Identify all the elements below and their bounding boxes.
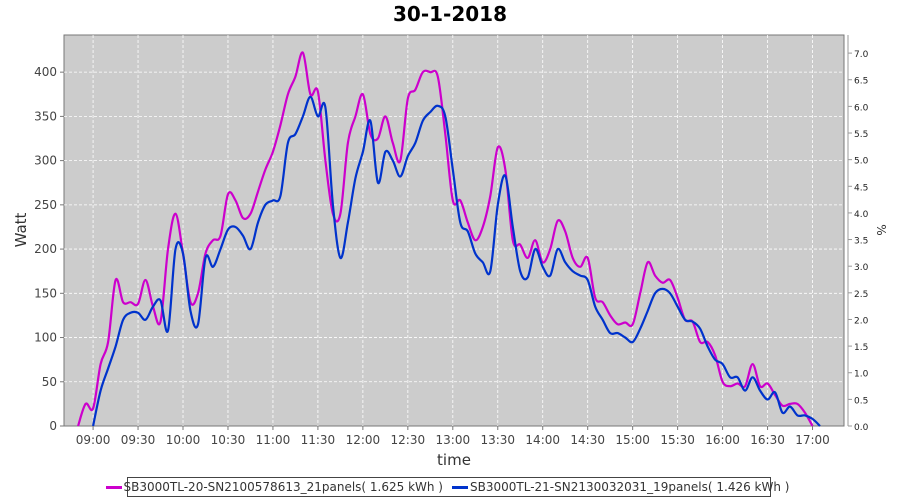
y-tick-label: 200 xyxy=(34,242,57,256)
x-tick-label: 15:30 xyxy=(660,433,695,447)
y-tick-label: 150 xyxy=(34,286,57,300)
legend-swatch xyxy=(105,486,122,489)
y-tick-label: 350 xyxy=(34,109,57,123)
y-tick-label: 0 xyxy=(49,419,57,433)
legend-item-1: SB3000TL-20-SN2100578613_21panels( 1.625… xyxy=(103,480,443,494)
x-tick-label: 09:00 xyxy=(76,433,111,447)
x-tick-label: 11:00 xyxy=(256,433,291,447)
y-axis-label: Watt xyxy=(12,212,30,247)
y2-tick-label: 1.5 xyxy=(854,343,868,353)
series-line-2 xyxy=(92,95,821,427)
y2-tick-label: 5.5 xyxy=(854,130,868,140)
y-tick-label: 250 xyxy=(34,198,57,212)
chart: 30-1-2018 09:00 09:30 10:00 10:30 11:00 11:30… xyxy=(12,2,888,469)
chart-title: 30-1-2018 xyxy=(393,2,507,26)
grid xyxy=(64,35,844,426)
x-tick-label: 12:30 xyxy=(391,433,426,447)
y2-tick-label: 6.5 xyxy=(854,77,868,87)
y2-tick-label: 3.5 xyxy=(854,237,868,247)
y2-tick-label: 4.0 xyxy=(854,210,869,220)
x-tick-label: 17:00 xyxy=(795,433,830,447)
x-tick-label: 15:00 xyxy=(615,433,650,447)
legend-label: SB3000TL-20-SN2100578613_21panels( 1.625… xyxy=(123,480,443,494)
y-tick-label: 50 xyxy=(42,375,57,389)
x-axis-label: time xyxy=(437,451,471,469)
x-tick-label: 09:30 xyxy=(121,433,156,447)
x-tick-label: 11:30 xyxy=(301,433,336,447)
legend: SB3000TL-20-SN2100578613_21panels( 1.625… xyxy=(105,477,789,497)
y2-tick-label: 2.0 xyxy=(854,316,869,326)
y2-tick-label: 4.5 xyxy=(854,183,868,193)
y-tick-label: 300 xyxy=(34,154,57,168)
x-tick-label: 10:00 xyxy=(166,433,201,447)
legend-label: SB3000TL-21-SN2130032031_19panels( 1.426… xyxy=(470,480,790,494)
y-axis-left: 0 50 100 150 200 250 300 350 400 xyxy=(34,65,64,433)
x-tick-label: 14:00 xyxy=(525,433,560,447)
y2-tick-label: 0.0 xyxy=(854,423,869,433)
legend-item-2: SB3000TL-21-SN2130032031_19panels( 1.426… xyxy=(449,480,789,494)
y2-tick-label: 2.5 xyxy=(854,290,868,300)
y2-axis-label: % xyxy=(874,224,888,235)
x-tick-label: 13:00 xyxy=(436,433,471,447)
y2-tick-label: 5.0 xyxy=(854,157,869,167)
y2-tick-label: 1.0 xyxy=(854,370,869,380)
y2-tick-label: 0.5 xyxy=(854,396,868,406)
x-axis: 09:00 09:30 10:00 10:30 11:00 11:30 12:00 12:30… xyxy=(76,426,830,447)
y-tick-label: 400 xyxy=(34,65,57,79)
y2-tick-label: 3.0 xyxy=(854,263,869,273)
x-tick-label: 13:30 xyxy=(480,433,515,447)
x-tick-label: 16:00 xyxy=(705,433,740,447)
x-tick-label: 10:30 xyxy=(211,433,246,447)
y2-tick-label: 6.0 xyxy=(854,103,869,113)
legend-swatch xyxy=(452,486,468,489)
y-tick-label: 100 xyxy=(34,331,57,345)
series-lines xyxy=(77,51,821,427)
plot-area xyxy=(63,34,845,427)
x-tick-label: 12:00 xyxy=(346,433,381,447)
x-tick-label: 14:30 xyxy=(570,433,605,447)
y2-tick-label: 7.0 xyxy=(854,50,869,60)
y-axis-right: 0.0 0.5 1.0 1.5 2.0 2.5 3.0 3.5 4.0 4.5 5.0 5.5 6.0 6… xyxy=(848,50,869,433)
x-tick-label: 16:30 xyxy=(750,433,785,447)
